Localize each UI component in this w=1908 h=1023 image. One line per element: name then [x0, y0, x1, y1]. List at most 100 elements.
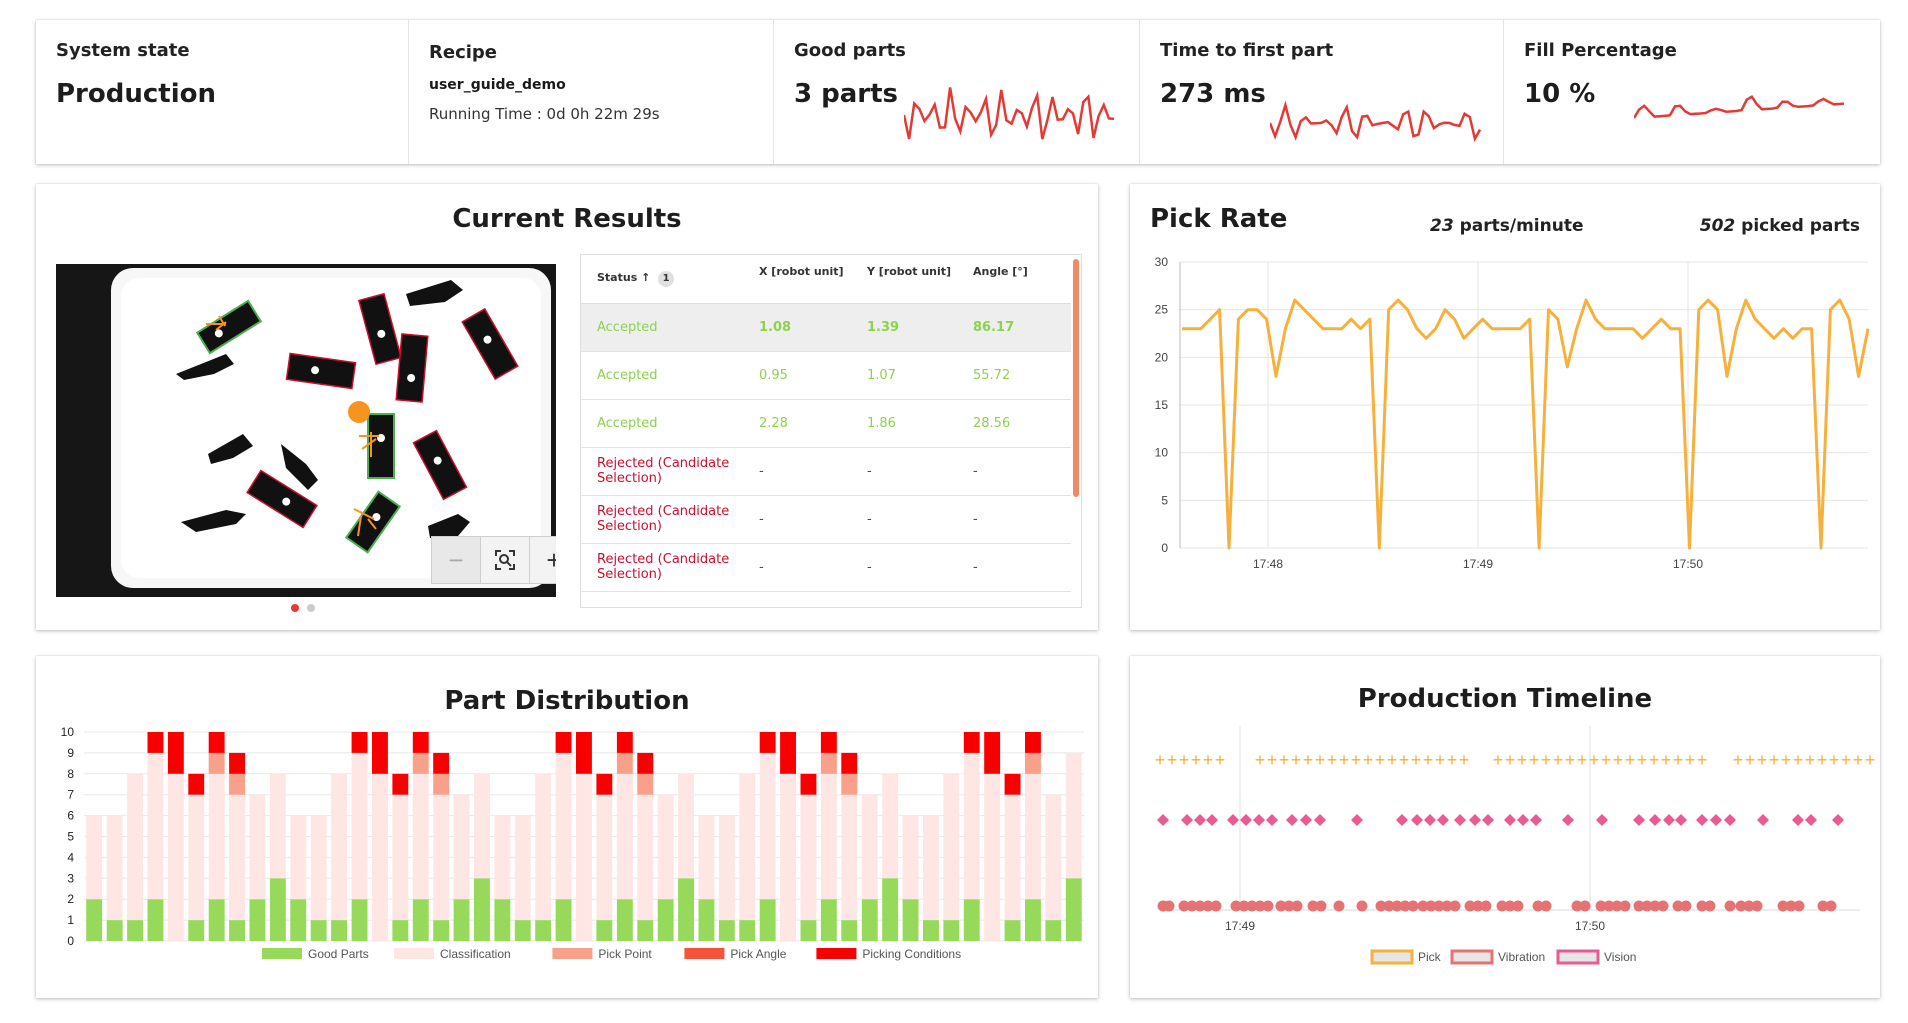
legend-label: Vision [1604, 950, 1636, 964]
column-angle[interactable]: Angle [°] [973, 255, 1071, 304]
pick-marker: + [1167, 750, 1178, 770]
vision-marker [1411, 814, 1423, 826]
zoom-fit-icon [495, 550, 515, 570]
pick-rate-chart: 0 5 10 15 20 25 30 17:48 17:49 17:50 [1155, 255, 1870, 571]
vibration-marker [1496, 900, 1508, 912]
pick-marker: + [1613, 750, 1624, 770]
bar-segment [433, 794, 450, 921]
bar-segment [1025, 752, 1041, 774]
row-angle: 86.17 [973, 303, 1071, 352]
bar-segment [555, 732, 572, 753]
vibration-marker [1194, 900, 1206, 912]
row-status: Rejected (Candidate Selection) [581, 495, 759, 544]
vibration-marker [1603, 900, 1615, 912]
table-row[interactable]: Rejected (Candidate Selection) - - - [581, 495, 1071, 544]
bar-segment [392, 920, 409, 941]
bar-segment [453, 899, 470, 941]
bar-segment [759, 732, 776, 753]
vibration-marker [1464, 900, 1476, 912]
vision-marker [1663, 814, 1675, 826]
bar-segment [1004, 794, 1021, 921]
legend-swatch [552, 948, 593, 959]
y-tick-label: 4 [67, 850, 74, 864]
vibration-marker [1657, 900, 1669, 912]
y-tick-label: 8 [67, 767, 74, 781]
column-status[interactable]: Status ↑ 1 [581, 255, 759, 304]
fill-percentage-sparkline [1634, 95, 1845, 119]
pick-marker: + [1459, 750, 1470, 770]
camera-image[interactable]: − + [56, 264, 556, 597]
bar-segment [841, 920, 858, 941]
pick-marker [359, 432, 379, 457]
bar-segment [494, 815, 511, 900]
fill-percentage-card: Fill Percentage 10 % [1504, 20, 1880, 164]
vision-marker [1437, 814, 1449, 826]
pager-dot-active[interactable] [291, 604, 299, 612]
bar-segment [433, 773, 450, 795]
table-row[interactable]: Rejected (Candidate Selection) - - - [581, 543, 1071, 592]
legend-label: Good Parts [308, 947, 369, 961]
column-x[interactable]: X [robot unit] [759, 255, 867, 304]
vision-marker [1240, 814, 1252, 826]
pick-marker: + [1191, 750, 1202, 770]
bar-segment [351, 899, 368, 941]
pick-marker: + [1601, 750, 1612, 770]
legend-swatch [684, 948, 725, 959]
pick-marker: + [1769, 750, 1780, 770]
table-row[interactable]: Rejected (Candidate Selection) - - - [581, 447, 1071, 496]
bar-segment [616, 732, 633, 753]
bar-segment [882, 773, 899, 879]
vibration-marker [1275, 900, 1287, 912]
part-rejected [412, 429, 468, 501]
rate-value: 23 [1430, 216, 1454, 236]
bar-segment [453, 794, 470, 900]
vision-marker [1469, 814, 1481, 826]
bar-segment [576, 732, 592, 774]
pick-marker: + [1733, 750, 1744, 770]
table-scrollbar[interactable] [1073, 259, 1079, 497]
pick-marker: + [1817, 750, 1828, 770]
bar-segment [800, 920, 817, 941]
row-x: - [759, 543, 867, 592]
bar-segment [514, 815, 531, 921]
bar-segment [208, 773, 225, 900]
table-row[interactable]: Rejected (Candidate [581, 591, 1071, 607]
bar-segment [963, 752, 980, 900]
row-x: - [759, 447, 867, 496]
pick-marker: + [1661, 750, 1672, 770]
part-unlabeled [176, 354, 234, 380]
pick-rate-panel: Pick Rate 23 parts/minute 502 picked par… [1130, 184, 1880, 630]
pick-marker: + [1637, 750, 1648, 770]
table-row[interactable]: Accepted 1.08 1.39 86.17 [581, 303, 1071, 352]
vision-marker [1724, 814, 1736, 826]
vibration-marker [1512, 900, 1524, 912]
table-row[interactable]: Accepted 0.95 1.07 55.72 [581, 351, 1071, 400]
time-first-part-value: 273 ms [1160, 79, 1266, 109]
table-row[interactable]: Accepted 2.28 1.86 28.56 [581, 399, 1071, 448]
vibration-marker [1611, 900, 1623, 912]
bar-segment [331, 920, 347, 941]
zoom-in-button[interactable]: + [546, 544, 556, 575]
bar-segment [616, 899, 633, 941]
legend-swatch [1450, 949, 1494, 965]
column-y[interactable]: Y [robot unit] [867, 255, 973, 304]
bar-segment [351, 752, 368, 900]
row-y: 1.86 [867, 399, 973, 448]
current-results-panel: Current Results [36, 184, 1098, 630]
pick-marker: + [1541, 750, 1552, 770]
legend-label: Picking Conditions [862, 947, 961, 961]
time-first-part-card: Time to first part 273 ms [1140, 20, 1504, 164]
vibration-marker [1825, 900, 1837, 912]
row-x [759, 591, 867, 607]
vision-marker [1832, 814, 1844, 826]
zoom-fit-button[interactable] [481, 537, 530, 583]
bar-segment [127, 920, 143, 941]
bar-segment [596, 920, 613, 941]
pick-marker: + [1577, 750, 1588, 770]
row-status: Rejected (Candidate Selection) [581, 447, 759, 496]
zoom-out-button[interactable]: − [432, 537, 481, 583]
part-accepted [344, 490, 402, 554]
bar-segment [331, 773, 347, 921]
pager-dot[interactable] [307, 604, 315, 612]
pick-rate-title: Pick Rate [1150, 204, 1288, 234]
